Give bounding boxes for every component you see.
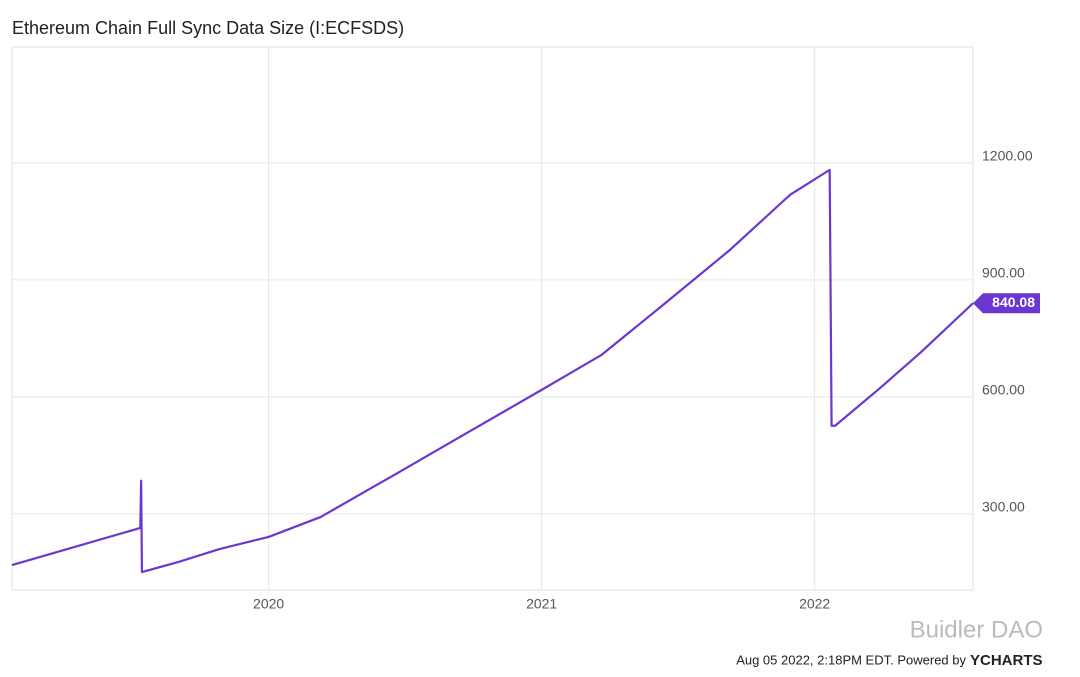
brand: YCHARTS — [970, 652, 1043, 669]
y-tick-label: 600.00 — [982, 382, 1025, 398]
x-tick-label: 2020 — [253, 596, 284, 612]
chart-title: Ethereum Chain Full Sync Data Size (I:EC… — [12, 18, 404, 38]
footer: Aug 05 2022, 2:18PM EDT. Powered by — [736, 652, 966, 667]
data-line — [11, 168, 974, 574]
value-label: 840.08 — [992, 294, 1035, 310]
x-tick-label: 2022 — [799, 596, 830, 612]
plot-area — [11, 46, 974, 591]
y-tick-label: 1200.00 — [982, 148, 1033, 164]
watermark: Buidler DAO — [910, 616, 1043, 643]
value-flag — [973, 293, 1040, 314]
y-tick-label: 900.00 — [982, 265, 1025, 281]
x-tick-label: 2021 — [526, 596, 557, 612]
y-tick-label: 300.00 — [982, 499, 1025, 515]
